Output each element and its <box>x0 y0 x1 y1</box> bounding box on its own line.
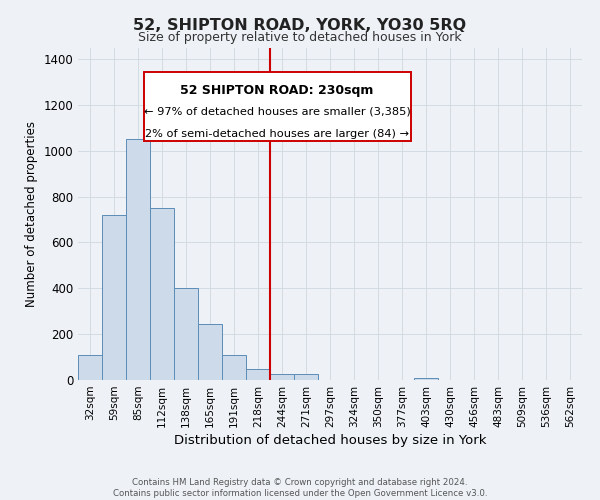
Bar <box>174 288 198 380</box>
Bar <box>198 324 222 380</box>
Bar <box>414 378 438 380</box>
X-axis label: Distribution of detached houses by size in York: Distribution of detached houses by size … <box>174 434 486 447</box>
Text: 52, SHIPTON ROAD, YORK, YO30 5RQ: 52, SHIPTON ROAD, YORK, YO30 5RQ <box>133 18 467 32</box>
Bar <box>78 356 102 380</box>
Text: Contains HM Land Registry data © Crown copyright and database right 2024.
Contai: Contains HM Land Registry data © Crown c… <box>113 478 487 498</box>
Y-axis label: Number of detached properties: Number of detached properties <box>25 120 38 306</box>
Bar <box>102 216 126 380</box>
Text: Size of property relative to detached houses in York: Size of property relative to detached ho… <box>138 31 462 44</box>
Bar <box>246 369 270 380</box>
Bar <box>126 139 150 380</box>
Bar <box>294 374 318 380</box>
Text: 52 SHIPTON ROAD: 230sqm: 52 SHIPTON ROAD: 230sqm <box>181 84 374 97</box>
Text: 2% of semi-detached houses are larger (84) →: 2% of semi-detached houses are larger (8… <box>145 129 409 139</box>
FancyBboxPatch shape <box>143 72 410 140</box>
Text: ← 97% of detached houses are smaller (3,385): ← 97% of detached houses are smaller (3,… <box>144 106 410 117</box>
Bar <box>150 208 174 380</box>
Bar <box>222 355 246 380</box>
Bar <box>270 374 294 380</box>
